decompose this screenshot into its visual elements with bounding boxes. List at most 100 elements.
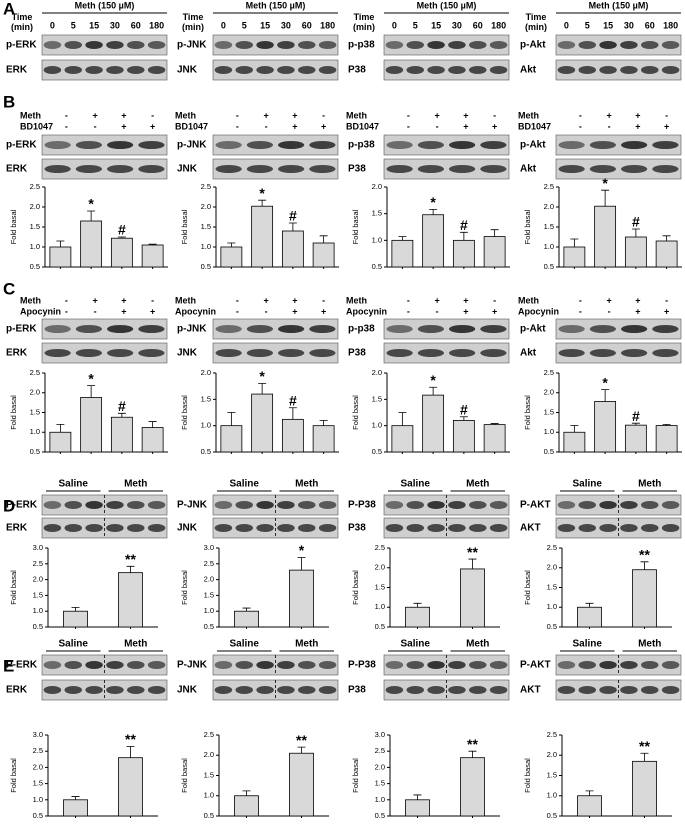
blot-band: [578, 661, 596, 669]
blot-band: [599, 41, 617, 49]
blot-band: [652, 325, 679, 333]
blot-band: [127, 66, 145, 74]
blot-band: [599, 661, 617, 669]
condition-label: Meth: [346, 295, 367, 305]
significance: *: [259, 368, 265, 384]
y-tick-label: 3.0: [375, 730, 385, 739]
y-tick-label: 1.5: [30, 222, 40, 231]
group-label: Meth: [124, 479, 147, 490]
blot-band: [277, 686, 295, 694]
blot-label: P-AKT: [520, 500, 551, 511]
bar: [63, 610, 88, 628]
blot-band: [235, 661, 253, 669]
bar: [234, 610, 259, 628]
condition-sign: +: [635, 306, 640, 316]
group-label: Meth: [124, 639, 147, 650]
blot: [212, 342, 339, 364]
blot-band: [127, 686, 145, 694]
time-label: 180: [491, 20, 506, 30]
blot-label: p-p38: [348, 140, 375, 151]
blot-label: JNK: [177, 164, 198, 175]
blot: [555, 318, 682, 340]
blot-band: [309, 325, 336, 333]
blot-band: [417, 141, 444, 149]
blot-label: AKT: [520, 523, 541, 534]
y-tick-label: 1.5: [30, 407, 40, 416]
error-bar: [585, 602, 594, 608]
y-axis-label: Fold basal: [351, 395, 360, 430]
condition-label: Apocynin: [20, 306, 61, 316]
condition-label: BD1047: [20, 121, 53, 131]
blot: [555, 34, 682, 56]
blot-label: JNK: [177, 685, 198, 696]
error-bar: [258, 383, 267, 395]
group-label: Meth: [295, 639, 318, 650]
error-bar: [242, 607, 251, 612]
bar: [251, 205, 274, 268]
treatment-label: Meth (150 µM): [589, 0, 649, 10]
blot-label: ERK: [6, 523, 28, 534]
error-bar: [429, 209, 438, 215]
blot-band: [406, 66, 424, 74]
blot-band: [599, 501, 617, 509]
blot-label: JNK: [177, 65, 198, 76]
y-tick-label: 0.5: [201, 447, 211, 456]
blot-band: [578, 686, 596, 694]
blot-band: [620, 66, 638, 74]
bar: [577, 795, 602, 817]
blot-band: [558, 325, 585, 333]
y-tick-label: 1.5: [33, 590, 43, 599]
blot-band: [578, 524, 596, 532]
condition-sign: +: [121, 306, 126, 316]
y-tick-label: 2.0: [201, 368, 211, 377]
bar: [80, 220, 103, 268]
blot-band: [661, 524, 680, 532]
blot-band: [557, 41, 576, 49]
blot-label: P-P38: [348, 500, 376, 511]
bar: [49, 431, 72, 453]
significance: *: [602, 374, 608, 390]
treatment-label: Meth (150 µM): [417, 0, 477, 10]
blot-band: [256, 686, 274, 694]
condition-sign: +: [150, 121, 155, 131]
blot-band: [449, 349, 476, 357]
blot-band: [417, 165, 444, 173]
y-tick-label: 0.5: [30, 262, 40, 271]
y-tick-label: 1.0: [375, 602, 385, 611]
y-axis-label: Fold basal: [9, 395, 18, 430]
significance: *: [88, 196, 94, 212]
significance: *: [259, 185, 265, 201]
blot-band: [557, 66, 576, 74]
bar: [80, 397, 103, 453]
blot-band: [469, 686, 487, 694]
y-axis-label: Fold basal: [351, 570, 360, 605]
condition-sign: +: [463, 110, 468, 120]
y-tick-label: 0.5: [547, 811, 557, 820]
time-label: 30: [624, 20, 634, 30]
condition-label: BD1047: [175, 121, 208, 131]
bar: [422, 394, 445, 453]
blot-band: [489, 41, 508, 49]
blot-label: Akt: [520, 348, 537, 359]
blot-band: [235, 41, 253, 49]
blot-band: [256, 66, 274, 74]
y-tick-label: 1.0: [201, 421, 211, 430]
blot: [41, 34, 168, 56]
time-label: 30: [110, 20, 120, 30]
y-tick-label: 2.5: [204, 730, 214, 739]
error-bar: [459, 231, 468, 241]
time-label: Time (min): [182, 12, 204, 32]
y-tick-label: 0.5: [547, 622, 557, 631]
y-tick-label: 2.0: [547, 750, 557, 759]
blot-label: p-ERK: [6, 140, 37, 151]
y-tick-label: 1.5: [204, 590, 214, 599]
y-tick-label: 1.5: [375, 582, 385, 591]
blot-band: [599, 524, 617, 532]
blot-band: [558, 165, 585, 173]
blot: [383, 318, 510, 340]
bar: [289, 569, 314, 628]
condition-sign: -: [65, 306, 68, 316]
y-tick-label: 0.5: [204, 811, 214, 820]
blot: [555, 158, 682, 180]
blot: [555, 342, 682, 364]
